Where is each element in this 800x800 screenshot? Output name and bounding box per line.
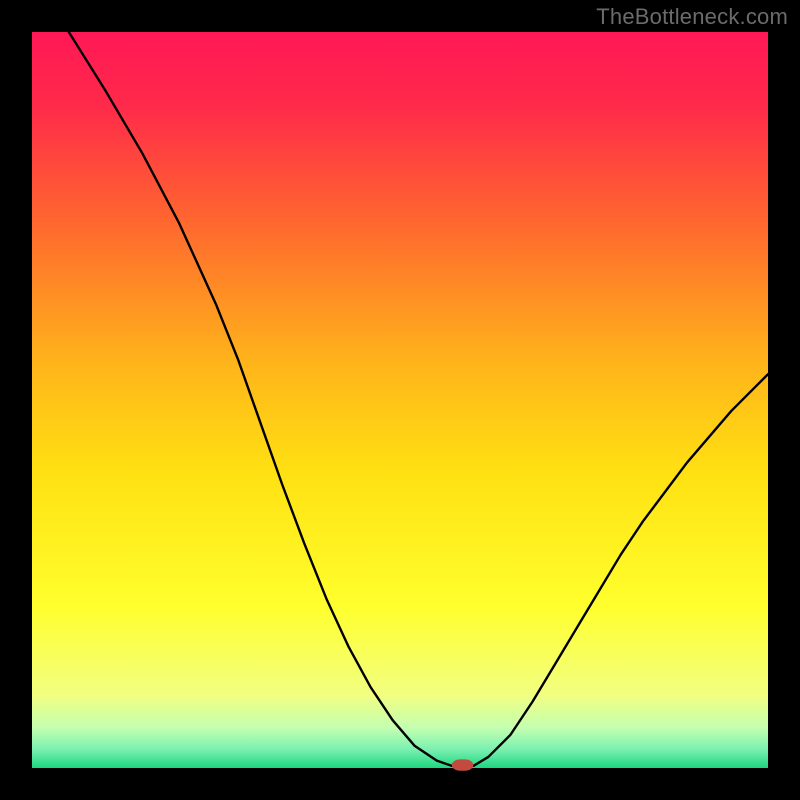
plot-background-gradient bbox=[32, 32, 768, 768]
bottleneck-curve-plot bbox=[0, 0, 800, 800]
optimum-marker bbox=[452, 760, 473, 770]
watermark-text: TheBottleneck.com bbox=[596, 4, 788, 30]
chart-frame: TheBottleneck.com bbox=[0, 0, 800, 800]
